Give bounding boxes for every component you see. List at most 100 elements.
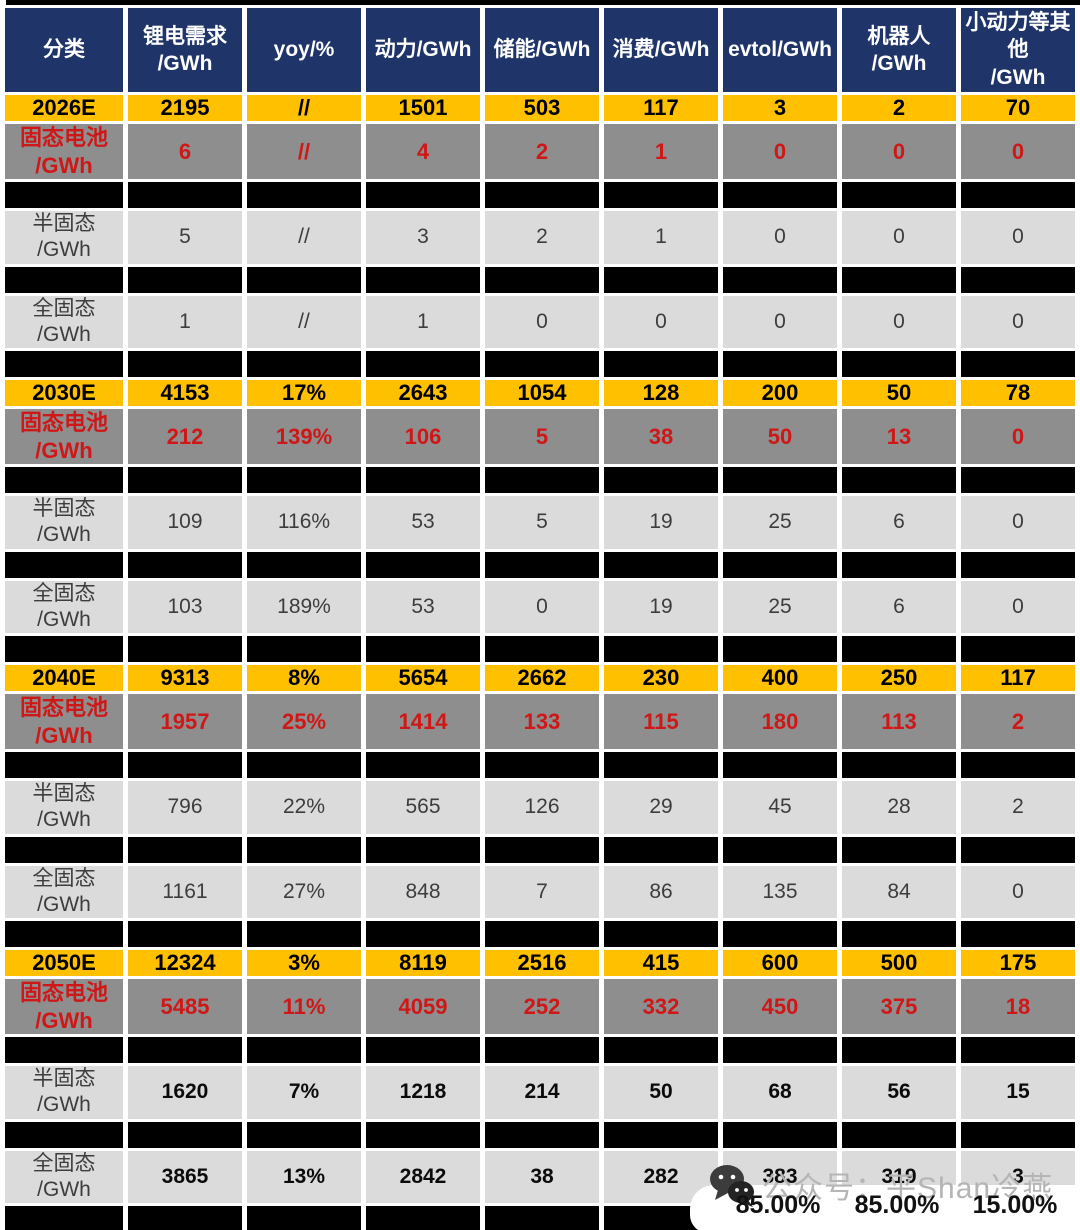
year-row: 2040E 9313 8% 5654 2662 230 400 250 117 bbox=[5, 665, 1075, 691]
spacer-cell bbox=[604, 351, 718, 377]
spacer-cell bbox=[366, 1121, 480, 1148]
spacer-cell bbox=[128, 836, 242, 863]
value-cell: 29 bbox=[604, 781, 718, 834]
value-cell: 0 bbox=[961, 124, 1075, 179]
value-cell: 1 bbox=[604, 124, 718, 179]
spacer-cell bbox=[247, 836, 361, 863]
value-cell: 106 bbox=[366, 409, 480, 464]
spacer-cell bbox=[247, 1037, 361, 1063]
value-cell: 1957 bbox=[128, 694, 242, 749]
value-cell: 38 bbox=[485, 1150, 599, 1203]
spacer-cell bbox=[247, 467, 361, 493]
value-cell: 0 bbox=[485, 295, 599, 348]
value-cell: // bbox=[247, 211, 361, 264]
value-cell: 5485 bbox=[128, 979, 242, 1034]
value-cell: 2 bbox=[961, 781, 1075, 834]
row-label-cell: 固态电池 /GWh bbox=[5, 979, 123, 1034]
spacer-cell bbox=[247, 752, 361, 778]
value-cell: 84 bbox=[842, 865, 956, 918]
value-cell: 45 bbox=[723, 781, 837, 834]
spacer-cell bbox=[604, 266, 718, 293]
battery-demand-forecast-table: 分类 锂电需求 /GWh yoy/% 动力/GWh 储能/GWh 消费/GWh evtol/… bbox=[0, 5, 1080, 1230]
spacer-cell bbox=[128, 551, 242, 578]
row-label-cell: 全固态 /GWh bbox=[5, 865, 123, 918]
spacer-cell bbox=[604, 551, 718, 578]
value-cell: 2 bbox=[485, 124, 599, 179]
spacer-cell bbox=[723, 1037, 837, 1063]
solid-state-row: 固态电池 /GWh 5485 11% 4059 252 332 450 375 18 bbox=[5, 979, 1075, 1034]
year-value-cell: 1054 bbox=[485, 380, 599, 406]
value-cell: 1414 bbox=[366, 694, 480, 749]
value-cell: 1 bbox=[366, 295, 480, 348]
spacer-cell bbox=[723, 636, 837, 662]
value-cell: 214 bbox=[485, 1066, 599, 1119]
year-value-cell: 9313 bbox=[128, 665, 242, 691]
year-value-cell: 70 bbox=[961, 95, 1075, 121]
value-cell: 50 bbox=[723, 409, 837, 464]
watermark-percent: 85.00% bbox=[735, 1191, 821, 1219]
value-cell: 0 bbox=[604, 295, 718, 348]
spacer-cell bbox=[485, 752, 599, 778]
value-cell: 13 bbox=[842, 409, 956, 464]
spacer-row bbox=[5, 1037, 1075, 1063]
spacer-cell bbox=[842, 836, 956, 863]
spacer-cell bbox=[485, 266, 599, 293]
spacer-cell bbox=[5, 266, 123, 293]
spacer-cell bbox=[128, 1206, 242, 1230]
spacer-cell bbox=[485, 921, 599, 947]
spacer-row bbox=[5, 551, 1075, 578]
spacer-cell bbox=[604, 752, 718, 778]
spacer-cell bbox=[604, 921, 718, 947]
year-value-cell: 3 bbox=[723, 95, 837, 121]
spacer-row bbox=[5, 182, 1075, 208]
spacer-cell bbox=[5, 752, 123, 778]
year-value-cell: 8119 bbox=[366, 950, 480, 976]
column-header: 锂电需求 /GWh bbox=[128, 8, 242, 92]
row-label-cell: 全固态 /GWh bbox=[5, 580, 123, 633]
full-state-row: 全固态 /GWh 1//1 0 0 0 0 0 bbox=[5, 295, 1075, 348]
value-cell: 180 bbox=[723, 694, 837, 749]
value-cell: 796 bbox=[128, 781, 242, 834]
year-value-cell: 3% bbox=[247, 950, 361, 976]
value-cell: 565 bbox=[366, 781, 480, 834]
spacer-cell bbox=[5, 1206, 123, 1230]
spacer-cell bbox=[366, 1206, 480, 1230]
spacer-cell bbox=[485, 1121, 599, 1148]
spacer-cell bbox=[128, 636, 242, 662]
spacer-cell bbox=[961, 266, 1075, 293]
year-row: 2050E 12324 3% 8119 2516 415 600 500 175 bbox=[5, 950, 1075, 976]
spacer-cell bbox=[723, 921, 837, 947]
spacer-cell bbox=[366, 266, 480, 293]
column-header: 机器人 /GWh bbox=[842, 8, 956, 92]
spacer-cell bbox=[723, 351, 837, 377]
year-value-cell: 8% bbox=[247, 665, 361, 691]
solid-state-row: 固态电池 /GWh 212 139% 106 5 38 50 13 0 bbox=[5, 409, 1075, 464]
column-header: 储能/GWh bbox=[485, 8, 599, 92]
spacer-cell bbox=[5, 182, 123, 208]
row-label-cell: 半固态 /GWh bbox=[5, 211, 123, 264]
spacer-cell bbox=[485, 636, 599, 662]
table-header-row: 分类 锂电需求 /GWh yoy/% 动力/GWh 储能/GWh 消费/GWh evtol/… bbox=[5, 8, 1075, 92]
value-cell: 25% bbox=[247, 694, 361, 749]
spacer-cell bbox=[128, 1121, 242, 1148]
value-cell: 53 bbox=[366, 580, 480, 633]
spacer-cell bbox=[485, 1037, 599, 1063]
year-value-cell: 17% bbox=[247, 380, 361, 406]
year-cell: 2040E bbox=[5, 665, 123, 691]
spacer-cell bbox=[366, 351, 480, 377]
spacer-cell bbox=[961, 636, 1075, 662]
spacer-cell bbox=[128, 182, 242, 208]
spacer-cell bbox=[5, 1121, 123, 1148]
spacer-cell bbox=[5, 836, 123, 863]
spacer-cell bbox=[485, 836, 599, 863]
full-state-row: 全固态 /GWh 1161 27% 848 7 86 135 84 0 bbox=[5, 865, 1075, 918]
year-value-cell: 400 bbox=[723, 665, 837, 691]
value-cell: 252 bbox=[485, 979, 599, 1034]
value-cell: 0 bbox=[723, 211, 837, 264]
top-border-strip bbox=[6, 0, 1080, 5]
semi-state-row: 半固态 /GWh 796 22% 565 126 29 45 28 2 bbox=[5, 781, 1075, 834]
value-cell: 116% bbox=[247, 496, 361, 549]
value-cell: 126 bbox=[485, 781, 599, 834]
value-cell: 18 bbox=[961, 979, 1075, 1034]
row-label-cell: 全固态 /GWh bbox=[5, 295, 123, 348]
